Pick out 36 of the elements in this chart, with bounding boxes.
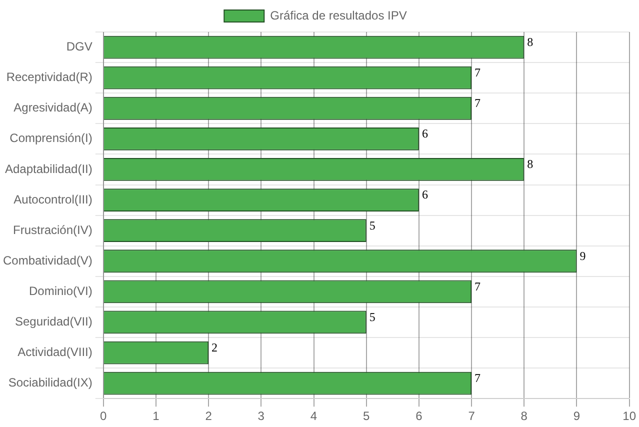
data-label: 6 <box>422 188 428 202</box>
legend-label: Gráfica de resultados IPV <box>270 8 407 22</box>
data-label: 6 <box>422 126 428 141</box>
data-label: 5 <box>369 310 376 324</box>
y-tick-label: Receptividad(R) <box>6 70 92 84</box>
data-label: 5 <box>369 218 376 232</box>
x-tick-label: 2 <box>205 409 212 424</box>
x-tick-label: 8 <box>520 409 528 424</box>
y-tick-label: Frustración(IV) <box>13 222 92 237</box>
data-label: 8 <box>527 34 534 49</box>
y-tick-label: Actividad(VIII) <box>18 345 92 360</box>
y-tick-label: Sociabilidad(IX) <box>8 376 92 390</box>
y-tick-label: Agresividad(A) <box>14 100 92 115</box>
data-label: 8 <box>527 157 534 172</box>
data-label: 7 <box>474 96 481 110</box>
data-label: 7 <box>474 279 481 294</box>
x-tick-label: 4 <box>310 409 318 424</box>
x-tick-label: 3 <box>258 409 265 424</box>
y-tick-label: Comprensión(I) <box>10 131 92 146</box>
x-tick-label: 1 <box>152 409 160 424</box>
x-tick-label: 5 <box>363 409 370 424</box>
y-tick-label: Seguridad(VII) <box>14 314 92 329</box>
y-tick-label: Dominio(VI) <box>29 284 92 298</box>
y-tick-label: Combatividad(V) <box>2 253 92 268</box>
y-tick-label: Adaptabilidad(II) <box>4 162 92 176</box>
data-label: 9 <box>580 248 586 263</box>
x-tick-label: 9 <box>573 409 580 424</box>
data-label: 2 <box>212 340 218 354</box>
x-tick-label: 10 <box>622 409 636 424</box>
y-tick-label: DGV <box>66 40 92 54</box>
data-label: 7 <box>474 66 481 80</box>
y-tick-label: Autocontrol(III) <box>14 192 92 206</box>
x-tick-label: 7 <box>468 409 476 424</box>
x-tick-label: 0 <box>100 409 108 424</box>
data-label: 7 <box>474 371 481 386</box>
x-tick-label: 6 <box>416 409 423 424</box>
